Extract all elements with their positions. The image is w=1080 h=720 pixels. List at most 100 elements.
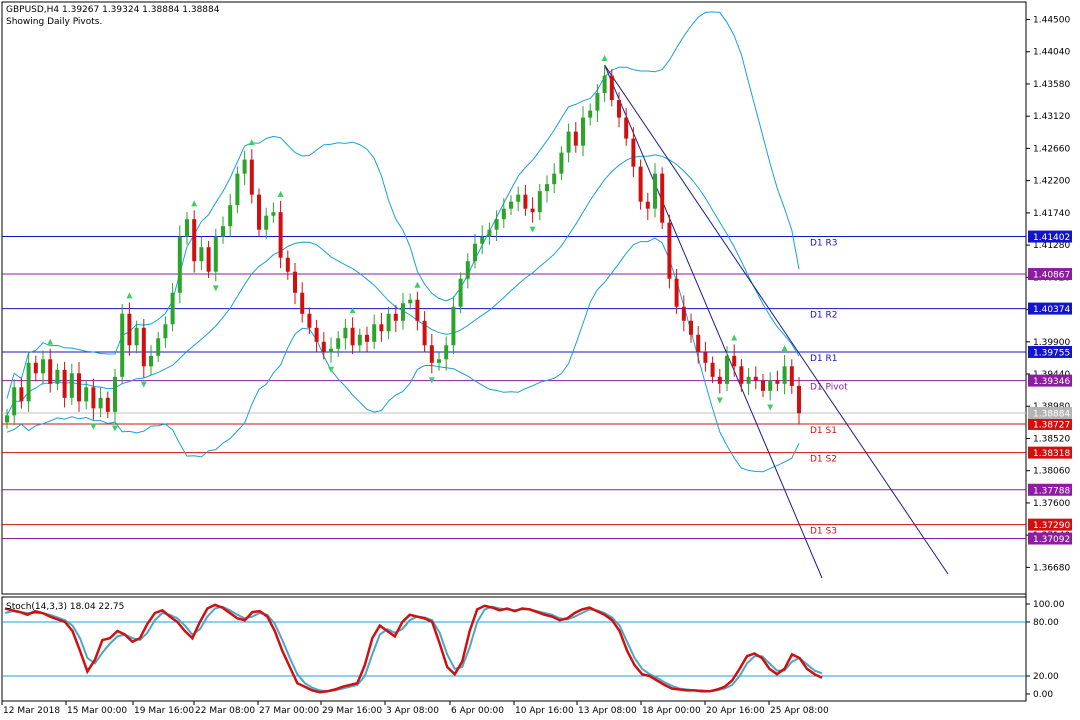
price-badge	[1028, 483, 1072, 496]
candle-body	[343, 327, 348, 339]
lower-band	[6, 237, 800, 473]
candle-body	[768, 380, 773, 391]
candle-body	[192, 219, 197, 262]
time-tick-label: 6 Apr 00:00	[451, 706, 504, 716]
candle-body	[264, 215, 269, 230]
stoch-label: Stoch(14,3,3) 18.04 22.75	[6, 602, 124, 612]
candle-body	[393, 313, 398, 321]
price-badge	[1028, 302, 1072, 315]
candle-body	[221, 226, 225, 237]
stoch-tick-label: 20.00	[1033, 672, 1059, 682]
candle-body	[674, 278, 679, 307]
candle-body	[782, 366, 787, 384]
candle-body	[732, 355, 737, 367]
price-tick-label: 1.36680	[1033, 563, 1070, 573]
candle-body	[624, 117, 629, 139]
candle-body	[177, 236, 182, 293]
price-badge-label: 1.39346	[1033, 377, 1070, 387]
middle-band	[6, 154, 800, 416]
candle-body	[235, 173, 240, 206]
candle-body	[41, 359, 45, 374]
time-tick-label: 22 Mar 08:00	[195, 706, 255, 716]
candle-body	[365, 334, 369, 342]
candle-body	[761, 380, 765, 391]
candle-body	[415, 299, 420, 321]
stochastic-panel: 100.00 80.00 20.00 0.00	[2, 600, 1065, 700]
candle-body	[703, 352, 708, 363]
chart-header-subtitle: Showing Daily Pivots.	[6, 17, 102, 27]
time-tick-label: 12 Mar 2018	[3, 706, 60, 716]
candle-body	[163, 324, 168, 339]
lower-trend-line	[604, 64, 823, 579]
candle-body	[458, 278, 463, 307]
candle-body	[789, 366, 794, 386]
price-badge	[1028, 345, 1072, 358]
time-axis: 12 Mar 2018 15 Mar 00:00 19 Mar 16:00 22 Ma…	[1, 701, 829, 716]
candle-body	[5, 415, 9, 423]
price-badge	[1028, 374, 1072, 387]
candle-body	[98, 397, 103, 409]
fractal-down-marker	[328, 366, 334, 373]
stoch-signal-line	[4, 605, 823, 693]
candle-body	[667, 222, 672, 279]
candle-body	[681, 306, 686, 321]
candle-body	[509, 201, 513, 209]
fractal-down-marker	[529, 226, 536, 233]
candle-body	[602, 75, 607, 94]
candle-body	[545, 184, 549, 192]
price-tick-label: 1.42200	[1033, 177, 1070, 187]
candle-body	[134, 327, 139, 346]
candle-body	[62, 369, 67, 398]
candle-body	[105, 397, 110, 412]
fractal-down-marker	[767, 404, 774, 411]
candle-body	[638, 166, 643, 202]
main-plot-frame	[1, 1, 1027, 595]
candle-body	[501, 208, 506, 220]
pivot-label: D1 S1	[810, 426, 837, 436]
chart-header-symbol: GBPUSD,H4 1.39267 1.39324 1.38884 1.3888…	[6, 5, 220, 15]
candle-body	[617, 100, 621, 118]
candle-body	[141, 327, 146, 367]
candle-body	[357, 334, 362, 346]
price-tick-label: 1.43580	[1033, 80, 1070, 90]
candle-body	[444, 345, 449, 360]
time-tick-label: 19 Mar 16:00	[134, 706, 194, 716]
candle-body	[199, 247, 204, 262]
price-badge	[1028, 532, 1072, 545]
candle-body	[26, 362, 31, 402]
price-badge	[1028, 518, 1072, 531]
candle-body	[329, 348, 333, 353]
time-tick-label: 25 Apr 08:00	[770, 706, 829, 716]
candle-body	[77, 373, 81, 402]
candle-body	[271, 212, 276, 216]
time-tick-label: 27 Mar 00:00	[259, 706, 319, 716]
candle-body	[631, 138, 636, 167]
price-tick-label: 1.37600	[1033, 499, 1070, 509]
time-tick-label: 3 Apr 08:00	[386, 706, 439, 716]
candle-body	[170, 292, 175, 325]
price-badge	[1028, 268, 1072, 281]
candle-body	[552, 173, 557, 185]
price-badge-label: 1.38318	[1033, 449, 1070, 459]
fractal-up-marker	[601, 55, 608, 62]
price-badge-label: 1.40867	[1033, 271, 1070, 281]
time-tick-label: 15 Mar 00:00	[67, 706, 127, 716]
candle-body	[660, 173, 665, 223]
candle-body	[725, 355, 729, 384]
candle-body	[48, 359, 53, 384]
candle-body	[127, 313, 132, 346]
price-badges: 1.41402 1.40867 1.40374 1.39755 1.39346 1.387…	[1028, 230, 1072, 545]
candle-body	[300, 292, 305, 314]
candle-body	[689, 320, 693, 335]
candle-body	[314, 327, 319, 342]
fractal-down-marker	[212, 285, 219, 292]
pivot-label: D1 R3	[810, 239, 838, 249]
price-tick-label: 1.38520	[1033, 434, 1070, 444]
price-badge-label: 1.40374	[1033, 305, 1070, 315]
price-badge-label: 1.37092	[1033, 535, 1070, 545]
candle-body	[494, 219, 499, 230]
price-badge-label: 1.37290	[1033, 521, 1070, 531]
candle-body	[372, 324, 377, 342]
time-tick-label: 20 Apr 16:00	[706, 706, 765, 716]
